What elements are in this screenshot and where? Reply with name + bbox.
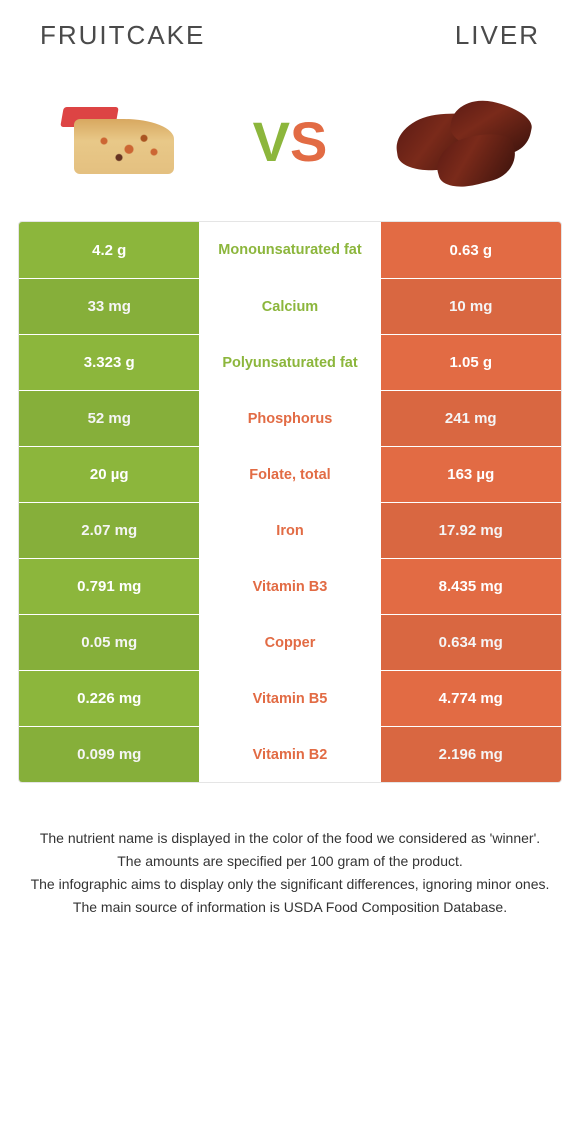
table-row: 20 µgFolate, total163 µg [19,446,561,502]
table-row: 0.05 mgCopper0.634 mg [19,614,561,670]
value-right: 2.196 mg [381,727,561,782]
table-row: 4.2 gMonounsaturated fat0.63 g [19,222,561,278]
header: FRUITCAKE LIVER [0,0,580,61]
value-right: 4.774 mg [381,671,561,726]
note-line: The main source of information is USDA F… [28,897,552,918]
note-line: The nutrient name is displayed in the co… [28,828,552,849]
value-right: 241 mg [381,391,561,446]
nutrient-label: Calcium [199,279,380,334]
value-right: 1.05 g [381,335,561,390]
nutrient-label: Polyunsaturated fat [199,335,380,390]
value-left: 0.099 mg [19,727,199,782]
nutrient-label: Monounsaturated fat [199,222,380,278]
title-left: FRUITCAKE [40,20,205,51]
nutrient-label: Iron [199,503,380,558]
value-right: 0.63 g [381,222,561,278]
nutrient-label: Vitamin B3 [199,559,380,614]
value-left: 0.226 mg [19,671,199,726]
value-left: 33 mg [19,279,199,334]
note-line: The amounts are specified per 100 gram o… [28,851,552,872]
value-right: 163 µg [381,447,561,502]
value-left: 4.2 g [19,222,199,278]
table-row: 2.07 mgIron17.92 mg [19,502,561,558]
vs-row: VS [0,61,580,221]
vs-v: V [253,110,290,173]
value-left: 3.323 g [19,335,199,390]
value-right: 17.92 mg [381,503,561,558]
nutrient-label: Vitamin B5 [199,671,380,726]
table-row: 33 mgCalcium10 mg [19,278,561,334]
value-left: 52 mg [19,391,199,446]
notes: The nutrient name is displayed in the co… [0,783,580,918]
value-right: 0.634 mg [381,615,561,670]
table-row: 0.791 mgVitamin B38.435 mg [19,558,561,614]
nutrient-label: Folate, total [199,447,380,502]
liver-image [386,91,536,191]
value-left: 2.07 mg [19,503,199,558]
table-row: 0.226 mgVitamin B54.774 mg [19,670,561,726]
table-row: 0.099 mgVitamin B22.196 mg [19,726,561,782]
value-right: 8.435 mg [381,559,561,614]
vs-s: S [290,110,327,173]
nutrient-label: Vitamin B2 [199,727,380,782]
title-right: LIVER [455,20,540,51]
value-right: 10 mg [381,279,561,334]
value-left: 20 µg [19,447,199,502]
comparison-table: 4.2 gMonounsaturated fat0.63 g33 mgCalci… [18,221,562,783]
nutrient-label: Phosphorus [199,391,380,446]
fruitcake-image [44,91,194,191]
note-line: The infographic aims to display only the… [28,874,552,895]
nutrient-label: Copper [199,615,380,670]
vs-text: VS [253,109,328,174]
table-row: 3.323 gPolyunsaturated fat1.05 g [19,334,561,390]
value-left: 0.791 mg [19,559,199,614]
value-left: 0.05 mg [19,615,199,670]
table-row: 52 mgPhosphorus241 mg [19,390,561,446]
